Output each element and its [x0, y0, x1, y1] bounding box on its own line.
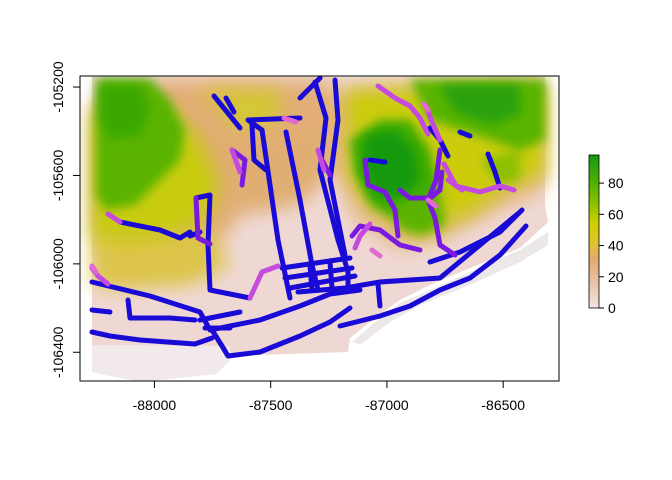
x-tick-label: -87000: [365, 397, 409, 413]
x-axis: -88000 -87500 -87000 -86500: [133, 381, 525, 413]
legend-tick-label: 40: [608, 238, 624, 254]
legend-colorbar: [588, 154, 600, 309]
plot-frame: [79, 75, 560, 382]
road-network: [89, 76, 529, 359]
color-legend: 80 60 40 20 0: [588, 154, 624, 316]
y-axis: -105200 -105600 -106000 -106400: [50, 61, 80, 378]
x-tick-label: -87500: [249, 397, 293, 413]
x-tick-label: -88000: [133, 397, 177, 413]
y-tick-label: -105200: [50, 61, 66, 113]
y-tick-label: -106000: [50, 238, 66, 290]
x-tick-label: -86500: [481, 397, 525, 413]
y-tick-label: -106400: [50, 326, 66, 378]
legend-tick-label: 20: [608, 269, 624, 285]
legend-tick-label: 80: [608, 175, 624, 191]
legend-ticks: 80 60 40 20 0: [599, 175, 624, 316]
legend-tick-label: 60: [608, 206, 624, 222]
y-tick-label: -105600: [50, 150, 66, 202]
legend-tick-label: 0: [608, 300, 616, 316]
